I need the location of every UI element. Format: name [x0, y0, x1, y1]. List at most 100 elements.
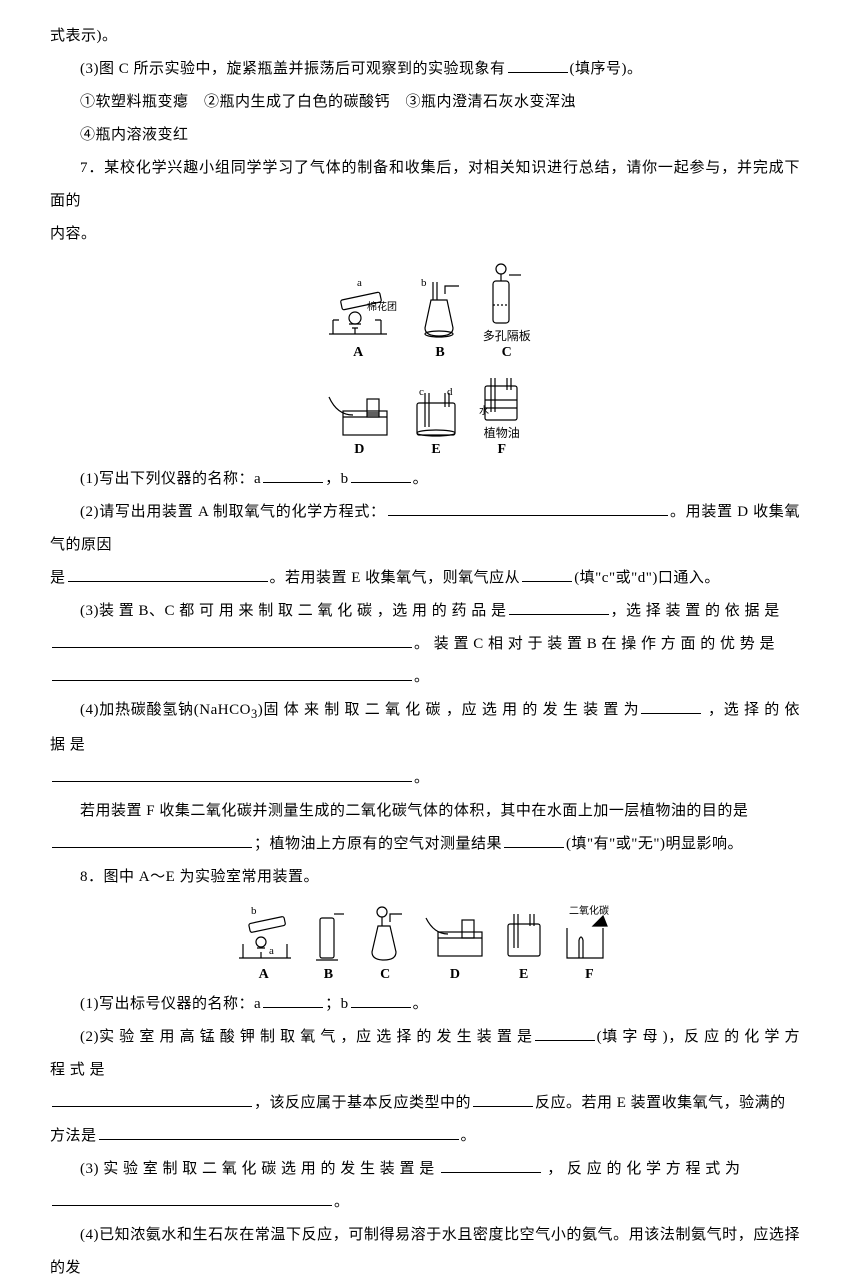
q6-3-opt4: ④瓶内溶液变红: [50, 119, 800, 152]
blank[interactable]: [508, 57, 568, 74]
device-d: D: [323, 385, 395, 457]
apparatus-a2-svg: b a: [231, 904, 297, 966]
text: 反应。若用 E 装置收集氧气，验满的: [535, 1095, 786, 1111]
blank[interactable]: [52, 665, 412, 682]
line-continuation: 式表示)。: [50, 20, 800, 53]
text: (2)实 验 室 用 高 锰 酸 钾 制 取 氧 气 ，应 选 择 的 发 生 …: [80, 1029, 533, 1045]
device-label-b: B: [409, 346, 471, 360]
q8-3: (3) 实 验 室 制 取 二 氧 化 碳 选 用 的 发 生 装 置 是 ， …: [50, 1153, 800, 1186]
svg-text:水: 水: [479, 405, 489, 417]
blank[interactable]: [522, 566, 572, 583]
svg-text:d: d: [447, 386, 453, 398]
blank[interactable]: [351, 991, 411, 1008]
figure-2: b a A B: [50, 904, 800, 982]
q8-2-cont: ，该反应属于基本反应类型中的反应。若用 E 装置收集氧气，验满的: [50, 1087, 800, 1120]
apparatus-e2-svg: [500, 904, 548, 966]
q7-4-body: 若用装置 F 收集二氧化碳并测量生成的二氧化碳气体的体积，其中在水面上加一层植物…: [50, 795, 800, 828]
device-c2: C: [360, 904, 410, 982]
text: (1)写出标号仪器的名称：a: [80, 996, 261, 1012]
device-e: c d E: [407, 385, 465, 457]
q7-2: (2)请写出用装置 A 制取氧气的化学方程式：。用装置 D 收集氧气的原因: [50, 496, 800, 562]
blank[interactable]: [641, 698, 701, 715]
device-label-e: E: [407, 443, 465, 457]
device-b2: B: [308, 904, 348, 982]
svg-text:c: c: [419, 386, 424, 398]
blank[interactable]: [52, 1090, 252, 1107]
device-a: a 棉花团 A: [319, 276, 397, 360]
text: ，b: [325, 471, 349, 487]
text: 。: [334, 1194, 350, 1210]
q8-1: (1)写出标号仪器的名称：a ；b 。: [50, 988, 800, 1021]
text: 。: [413, 471, 429, 487]
q7-3-cont: 。 装 置 C 相 对 于 装 置 B 在 操 作 方 面 的 优 势 是: [50, 628, 800, 661]
blank[interactable]: [351, 467, 411, 484]
device-label-f: F: [477, 443, 527, 457]
q7-intro: 7．某校化学兴趣小组同学学习了气体的制备和收集后，对相关知识进行总结，请你一起参…: [50, 152, 800, 218]
q7-4: (4)加热碳酸氢钠(NaHCO3)固 体 来 制 取 二 氧 化 碳 ，应 选 …: [50, 694, 800, 762]
blank[interactable]: [52, 632, 412, 649]
apparatus-f-svg: 水: [477, 370, 527, 426]
device-label-b2: B: [308, 968, 348, 982]
q6-3-options: ①软塑料瓶变瘪 ②瓶内生成了白色的碳酸钙 ③瓶内澄清石灰水变浑浊: [50, 86, 800, 119]
blank[interactable]: [473, 1090, 533, 1107]
text: (1)写出下列仪器的名称：a: [80, 471, 261, 487]
label-a: a: [357, 277, 362, 289]
q8-intro: 8．图中 A～E 为实验室常用装置。: [50, 861, 800, 894]
apparatus-d2-svg: [422, 904, 488, 966]
blank[interactable]: [441, 1156, 541, 1173]
text: ④瓶内溶液变红: [80, 127, 189, 143]
label-b: b: [421, 277, 427, 289]
device-b: b B: [409, 276, 471, 360]
device-e2: E: [500, 904, 548, 982]
text: (2)请写出用装置 A 制取氧气的化学方程式：: [80, 504, 386, 520]
text: 式表示)。: [50, 28, 118, 44]
apparatus-b2-svg: [308, 904, 348, 966]
apparatus-e-svg: c d: [407, 385, 465, 441]
blank[interactable]: [52, 1189, 332, 1206]
text: 。: [413, 996, 429, 1012]
q8-3-cont: 。: [50, 1186, 800, 1219]
text: 方法是: [50, 1128, 97, 1144]
figure-1-row-2: D c d E 水 植物油 F: [50, 370, 800, 457]
q7-3-cont2: 。: [50, 661, 800, 694]
text: (4)加热碳酸氢钠(NaHCO: [80, 702, 251, 718]
text: 。若用装置 E 收集氧气，则氧气应从: [270, 570, 521, 586]
device-a2: b a A: [231, 904, 297, 982]
svg-text:b: b: [251, 905, 257, 917]
blank[interactable]: [99, 1123, 459, 1140]
q7-3: (3)装 置 B、C 都 可 用 来 制 取 二 氧 化 碳 ，选 用 的 药 …: [50, 595, 800, 628]
device-label-f2: F: [559, 968, 619, 982]
text: 内容。: [50, 226, 97, 242]
q7-1: (1)写出下列仪器的名称：a ，b 。: [50, 463, 800, 496]
q6-3: (3)图 C 所示实验中，旋紧瓶盖并振荡后可观察到的实验现象有(填序号)。: [50, 53, 800, 86]
blank[interactable]: [509, 599, 609, 616]
blank[interactable]: [52, 765, 412, 782]
blank[interactable]: [263, 991, 323, 1008]
text: (3)装 置 B、C 都 可 用 来 制 取 二 氧 化 碳 ，选 用 的 药 …: [80, 603, 507, 619]
device-label-a2: A: [231, 968, 297, 982]
blank[interactable]: [52, 831, 252, 848]
svg-text:二氧化碳: 二氧化碳: [569, 904, 609, 917]
text: )固 体 来 制 取 二 氧 化 碳 ，应 选 用 的 发 生 装 置 为: [258, 702, 640, 718]
blank[interactable]: [68, 566, 268, 583]
device-d2: D: [422, 904, 488, 982]
device-label-d: D: [323, 443, 395, 457]
text: ；b: [325, 996, 349, 1012]
text: 。: [414, 669, 430, 685]
subscript: 3: [251, 707, 258, 721]
blank[interactable]: [263, 467, 323, 484]
q8-2: (2)实 验 室 用 高 锰 酸 钾 制 取 氧 气 ，应 选 择 的 发 生 …: [50, 1021, 800, 1087]
q7-4-cont: 。: [50, 762, 800, 795]
cotton-label: 棉花团: [367, 300, 397, 313]
device-f2: 二氧化碳 F: [559, 904, 619, 982]
blank[interactable]: [388, 500, 668, 517]
apparatus-b-svg: b: [409, 276, 471, 344]
device-label-a: A: [319, 346, 397, 360]
text: 8．图中 A～E 为实验室常用装置。: [80, 869, 319, 885]
apparatus-f2-svg: 二氧化碳: [559, 904, 619, 966]
apparatus-a-svg: a 棉花团: [319, 276, 397, 344]
blank[interactable]: [504, 831, 564, 848]
blank[interactable]: [535, 1024, 595, 1041]
oil-label: 植物油: [484, 427, 520, 440]
figure-1-row-1: a 棉花团 A b B: [50, 261, 800, 360]
